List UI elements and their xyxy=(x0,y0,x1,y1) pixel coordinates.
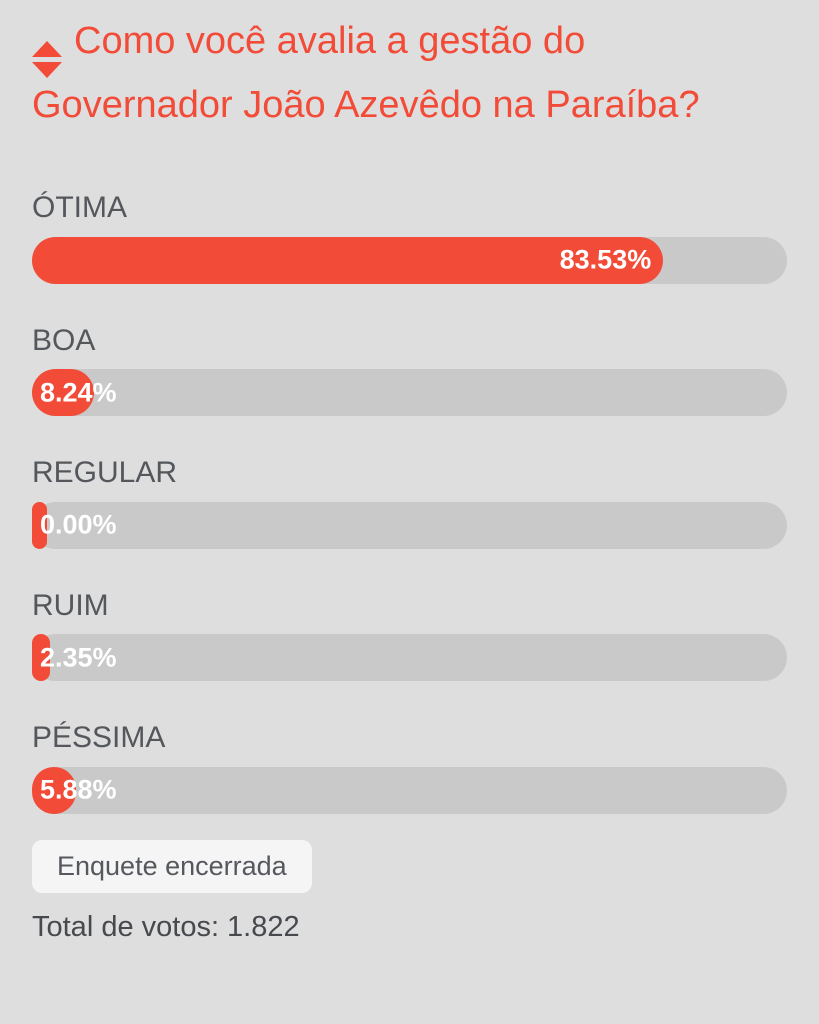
triangle-down-icon xyxy=(32,62,62,78)
poll-options-list: ÓTIMA 83.53% BOA 8.24% REGULAR 0.00% RUI… xyxy=(32,191,787,814)
option-label: BOA xyxy=(32,323,96,357)
poll-option-regular: REGULAR 0.00% xyxy=(32,456,787,549)
option-percentage: 0.00% xyxy=(40,509,117,540)
option-bar-track: 8.24% xyxy=(32,369,787,417)
option-bar-track: 83.53% xyxy=(32,236,787,284)
poll-option-pessima: PÉSSIMA 5.88% xyxy=(32,721,787,814)
poll-option-boa: BOA 8.24% xyxy=(32,324,787,417)
option-bar-fill xyxy=(32,369,95,417)
option-label: RUIM xyxy=(32,588,109,622)
poll-question-text: Como você avalia a gestão do Governador … xyxy=(32,20,700,126)
triangle-up-icon xyxy=(32,41,62,57)
poll-sort-icon xyxy=(32,41,62,78)
poll-option-ruim: RUIM 2.35% xyxy=(32,589,787,682)
option-bar-track: 5.88% xyxy=(32,766,787,814)
option-bar-fill xyxy=(32,236,663,284)
option-percentage: 2.35% xyxy=(40,642,117,673)
total-votes-text: Total de votos: 1.822 xyxy=(32,910,300,943)
option-label: REGULAR xyxy=(32,456,178,490)
option-bar-fill xyxy=(32,634,50,682)
poll-closed-button[interactable]: Enquete encerrada xyxy=(32,839,312,893)
option-bar-track: 0.00% xyxy=(32,501,787,549)
option-percentage: 8.24% xyxy=(40,377,117,408)
poll-question: Como você avalia a gestão do Governador … xyxy=(32,14,772,133)
option-bar-fill xyxy=(32,766,77,814)
poll-option-otima: ÓTIMA 83.53% xyxy=(32,191,787,284)
option-percentage: 5.88% xyxy=(40,774,117,805)
option-label: PÉSSIMA xyxy=(32,721,166,755)
option-bar-track: 2.35% xyxy=(32,634,787,682)
option-percentage: 83.53% xyxy=(559,244,652,275)
option-bar-fill xyxy=(32,501,47,549)
option-label: ÓTIMA xyxy=(32,191,127,225)
